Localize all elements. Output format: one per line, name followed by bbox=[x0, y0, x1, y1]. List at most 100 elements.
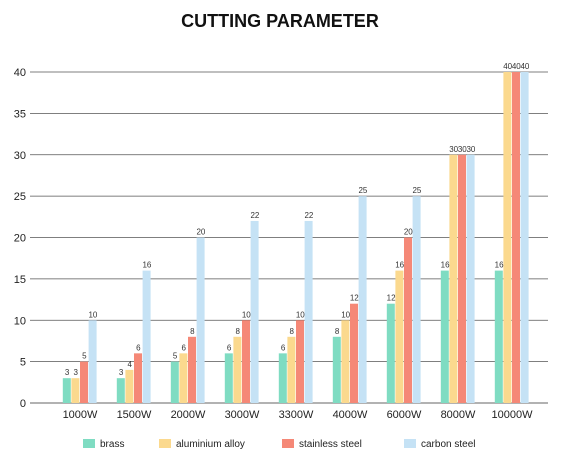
data-label: 3 bbox=[119, 368, 124, 377]
data-label: 40 bbox=[503, 62, 512, 71]
data-label: 20 bbox=[404, 228, 413, 237]
bar bbox=[386, 303, 395, 403]
y-tick-label: 25 bbox=[14, 191, 26, 203]
data-label: 6 bbox=[136, 343, 141, 352]
data-label: 4 bbox=[127, 360, 132, 369]
x-tick-label: 2000W bbox=[171, 409, 206, 421]
legend: brass aluminium alloy stainless steel carbo… bbox=[83, 439, 475, 450]
data-label: 30 bbox=[449, 145, 458, 154]
bar bbox=[242, 320, 250, 403]
data-label: 5 bbox=[82, 352, 87, 361]
data-label: 10 bbox=[88, 310, 97, 319]
bar bbox=[412, 196, 421, 403]
bar bbox=[512, 72, 520, 403]
data-label: 25 bbox=[412, 186, 421, 195]
legend-swatch bbox=[404, 439, 416, 448]
bar bbox=[395, 270, 404, 403]
bar bbox=[466, 154, 475, 403]
bar bbox=[188, 336, 196, 403]
bar bbox=[503, 72, 512, 403]
bar bbox=[494, 270, 503, 403]
y-tick-label: 35 bbox=[14, 108, 26, 120]
data-label: 40 bbox=[520, 62, 529, 71]
legend-swatch bbox=[282, 439, 294, 448]
y-tick-label: 10 bbox=[14, 315, 26, 327]
data-label: 30 bbox=[458, 145, 467, 154]
data-label: 10 bbox=[296, 310, 305, 319]
data-label: 8 bbox=[289, 327, 294, 336]
y-tick-label: 0 bbox=[20, 398, 26, 410]
x-tick-label: 3300W bbox=[279, 409, 314, 421]
data-label: 30 bbox=[466, 145, 475, 154]
bar bbox=[196, 237, 205, 403]
legend-label: stainless steel bbox=[299, 439, 362, 450]
y-tick-label: 40 bbox=[14, 67, 26, 79]
data-label: 6 bbox=[181, 343, 186, 352]
y-tick-label: 5 bbox=[20, 357, 26, 369]
bar bbox=[341, 320, 350, 403]
data-label: 16 bbox=[495, 261, 504, 270]
data-label: 22 bbox=[304, 211, 313, 220]
legend-swatch bbox=[159, 439, 171, 448]
y-tick-label: 20 bbox=[14, 233, 26, 245]
bar bbox=[233, 336, 242, 403]
bar bbox=[71, 378, 80, 403]
y-tick-label: 15 bbox=[14, 274, 26, 286]
bar bbox=[170, 361, 179, 403]
legend-swatch bbox=[83, 439, 95, 448]
data-label: 22 bbox=[250, 211, 259, 220]
chart-title: CUTTING PARAMETER bbox=[181, 11, 379, 31]
data-label: 12 bbox=[387, 294, 396, 303]
data-label: 6 bbox=[281, 343, 286, 352]
bar bbox=[125, 369, 134, 403]
x-tick-label: 1500W bbox=[117, 409, 152, 421]
bar bbox=[116, 378, 125, 403]
data-labels: 3 351034616568206810226810228101225121620… bbox=[65, 62, 530, 377]
data-label: 40 bbox=[512, 62, 521, 71]
bar bbox=[250, 220, 259, 403]
data-label: 16 bbox=[142, 261, 151, 270]
data-label: 8 bbox=[190, 327, 195, 336]
data-label: 6 bbox=[227, 343, 232, 352]
data-label: 8 bbox=[235, 327, 240, 336]
x-tick-label: 4000W bbox=[333, 409, 368, 421]
bar bbox=[142, 270, 151, 403]
data-label: 3 bbox=[73, 368, 78, 377]
x-tick-label: 10000W bbox=[492, 409, 534, 421]
bar bbox=[287, 336, 296, 403]
data-label: 8 bbox=[335, 327, 340, 336]
bars bbox=[62, 72, 529, 403]
bar bbox=[88, 320, 97, 403]
bar bbox=[358, 196, 367, 403]
data-label: 10 bbox=[242, 310, 251, 319]
legend-label: brass bbox=[100, 439, 124, 450]
legend-label: carbon steel bbox=[421, 439, 475, 450]
data-label: 10 bbox=[341, 310, 350, 319]
data-label: 16 bbox=[395, 261, 404, 270]
data-label: 5 bbox=[173, 352, 178, 361]
bar bbox=[458, 154, 466, 403]
bar bbox=[332, 336, 341, 403]
data-label: 20 bbox=[196, 228, 205, 237]
bar bbox=[440, 270, 449, 403]
bar bbox=[520, 72, 529, 403]
y-tick-label: 30 bbox=[14, 150, 26, 162]
bar bbox=[62, 378, 71, 403]
bar bbox=[224, 353, 233, 403]
data-label: 3 bbox=[65, 368, 70, 377]
legend-label: aluminium alloy bbox=[176, 439, 245, 450]
bar bbox=[179, 353, 188, 403]
bar bbox=[278, 353, 287, 403]
x-axis: 1000W 1500W 2000W 3000W 3300W 4000W 6000W 8000W… bbox=[63, 409, 534, 421]
data-label: 25 bbox=[358, 186, 367, 195]
bar bbox=[134, 353, 142, 403]
bar bbox=[404, 237, 412, 403]
bar bbox=[449, 154, 458, 403]
y-axis: 0 5 10 15 20 25 30 35 40 bbox=[14, 67, 26, 410]
x-tick-label: 8000W bbox=[441, 409, 476, 421]
x-tick-label: 1000W bbox=[63, 409, 98, 421]
bar bbox=[350, 303, 358, 403]
data-label: 16 bbox=[441, 261, 450, 270]
x-tick-label: 3000W bbox=[225, 409, 260, 421]
